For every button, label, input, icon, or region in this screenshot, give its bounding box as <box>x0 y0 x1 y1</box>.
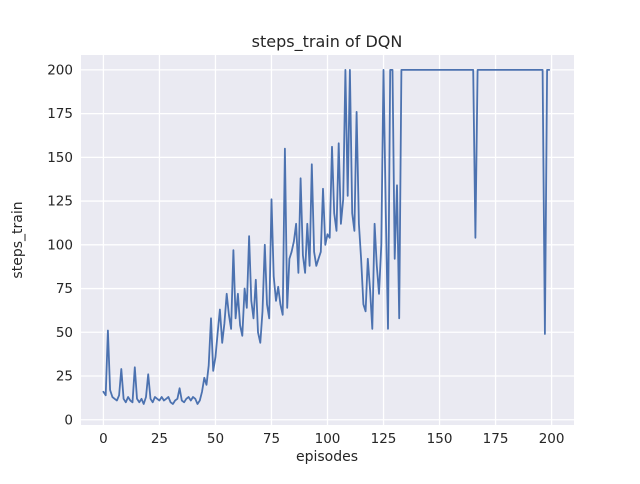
y-tick-label: 200 <box>47 62 73 78</box>
y-axis-label: steps_train <box>10 201 26 278</box>
x-tick-label: 150 <box>427 431 453 447</box>
x-tick-label: 125 <box>371 431 397 447</box>
x-tick-label: 50 <box>207 431 224 447</box>
y-tick-label: 175 <box>47 106 73 122</box>
y-tick-label: 125 <box>47 194 73 210</box>
series-line-steps-train <box>102 69 551 405</box>
chart-title: steps_train of DQN <box>252 32 403 52</box>
y-tick-label: 25 <box>56 369 73 385</box>
tick-labels-layer: 0 25 50 75 100 125 150 175 200 0 25 50 75 100 125 150 17… <box>47 62 564 447</box>
x-tick-label: 75 <box>263 431 280 447</box>
y-tick-label: 0 <box>64 412 73 428</box>
x-tick-label: 100 <box>315 431 341 447</box>
y-tick-label: 75 <box>56 281 73 297</box>
x-axis-label: episodes <box>296 449 358 465</box>
grid-layer <box>81 55 574 425</box>
y-tick-label: 50 <box>56 325 73 341</box>
series-layer <box>102 69 551 405</box>
x-tick-label: 0 <box>99 431 108 447</box>
y-tick-label: 150 <box>47 150 73 166</box>
y-tick-label: 100 <box>47 237 73 253</box>
x-tick-label: 175 <box>483 431 509 447</box>
x-tick-label: 200 <box>539 431 565 447</box>
x-tick-label: 25 <box>151 431 168 447</box>
